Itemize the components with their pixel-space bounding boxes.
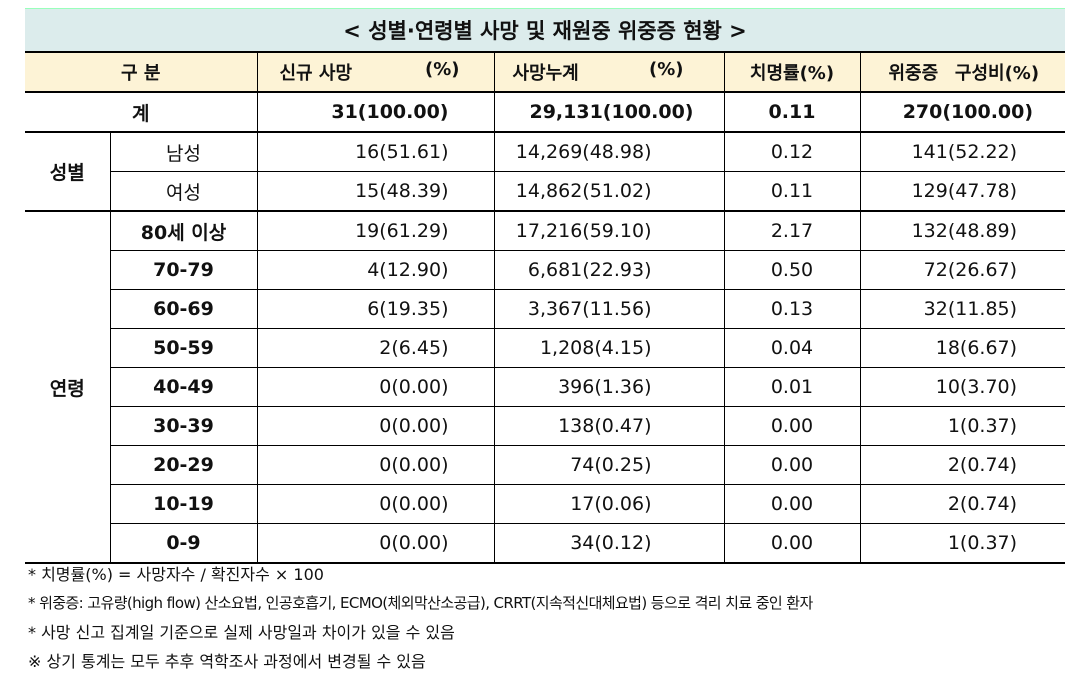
cell-fatality: 0.00 [723, 523, 860, 564]
cell-fatality: 0.11 [723, 171, 860, 211]
cell-fatality: 0.00 [723, 484, 860, 524]
table-row: 여성 15(48.39) 14,862(51.02) 0.11 129(47.7… [25, 171, 1066, 211]
cell-fatality: 0.00 [723, 445, 860, 485]
cell-cum: 17,216(59.10) [493, 210, 724, 251]
row-label: 70-79 [109, 250, 257, 290]
table-title: < 성별·연령별 사망 및 재원중 위중증 현황 > [25, 8, 1066, 53]
total-row: 계 31(100.00) 29,131(100.00) 0.11 270(100… [25, 92, 1066, 133]
row-label: 남성 [109, 132, 257, 172]
cell-new: 15(48.39) [256, 171, 494, 211]
cell-critical: 1(0.37) [859, 406, 1066, 446]
table-row: 30-39 0(0.00) 138(0.47) 0.00 1(0.37) [25, 406, 1066, 446]
header-new-death-label: 신규 사망 [279, 63, 353, 84]
cell-critical: 2(0.74) [859, 484, 1066, 524]
table-row: 50-59 2(6.45) 1,208(4.15) 0.04 18(6.67) [25, 328, 1066, 368]
header-critical: 위중증 구성비(%) [859, 52, 1066, 93]
row-label: 40-49 [109, 367, 257, 407]
total-fatality: 0.11 [723, 92, 860, 133]
cell-cum: 74(0.25) [493, 445, 724, 485]
note-critical-definition: * 위중증: 고유량(high flow) 산소요법, 인공호흡기, ECMO(… [28, 594, 813, 612]
cell-new: 0(0.00) [256, 406, 494, 446]
footnotes: * 치명률(%) = 사망자수 / 확진자수 × 100 * 위중증: 고유량(… [28, 560, 813, 676]
cell-fatality: 0.04 [723, 328, 860, 368]
table-row: 0-9 0(0.00) 34(0.12) 0.00 1(0.37) [25, 523, 1066, 564]
cell-new: 6(19.35) [256, 289, 494, 329]
row-label: 80세 이상 [109, 210, 257, 251]
total-new: 31(100.00) [256, 92, 494, 133]
cell-critical: 1(0.37) [859, 523, 1066, 564]
note-report-date: * 사망 신고 집계일 기준으로 실제 사망일과 차이가 있을 수 있음 [28, 623, 455, 642]
cell-fatality: 0.01 [723, 367, 860, 407]
header-cum-death-label: 사망누계 [512, 63, 579, 84]
cell-critical: 2(0.74) [859, 445, 1066, 485]
table-row: 10-19 0(0.00) 17(0.06) 0.00 2(0.74) [25, 484, 1066, 524]
header-critical-label: 위중증 [888, 63, 939, 84]
header-critical-ratio: 구성비(%) [954, 63, 1040, 84]
cell-cum: 138(0.47) [493, 406, 724, 446]
title-row: < 성별·연령별 사망 및 재원중 위중증 현황 > [25, 8, 1066, 53]
stats-table-container: < 성별·연령별 사망 및 재원중 위중증 현황 > 구 분 신규 사망 (%) … [25, 8, 1066, 564]
cell-new: 0(0.00) [256, 484, 494, 524]
cell-cum: 6,681(22.93) [493, 250, 724, 290]
cell-cum: 1,208(4.15) [493, 328, 724, 368]
table-row: 20-29 0(0.00) 74(0.25) 0.00 2(0.74) [25, 445, 1066, 485]
cell-new: 0(0.00) [256, 523, 494, 564]
cell-fatality: 0.12 [723, 132, 860, 172]
header-row: 구 분 신규 사망 (%) 사망누계 (%) 치명률(%) 위중증 구성비(%) [25, 52, 1066, 93]
row-label: 여성 [109, 171, 257, 211]
group-label-age: 연령 [25, 210, 110, 564]
row-label: 30-39 [109, 406, 257, 446]
cell-new: 0(0.00) [256, 445, 494, 485]
header-cum-pct: (%) [649, 59, 684, 80]
group-label-sex: 성별 [49, 162, 85, 184]
cell-new: 2(6.45) [256, 328, 494, 368]
header-cum-death: 사망누계 (%) [493, 52, 724, 93]
total-label: 계 [25, 92, 257, 133]
header-group: 구 분 [25, 52, 257, 93]
cell-cum: 14,269(48.98) [493, 132, 724, 172]
row-label: 20-29 [109, 445, 257, 485]
note-fatality-definition: * 치명률(%) = 사망자수 / 확진자수 × 100 [28, 565, 324, 584]
header-new-pct: (%) [425, 59, 460, 80]
cell-cum: 14,862(51.02) [493, 171, 724, 211]
row-label: 10-19 [109, 484, 257, 524]
cell-fatality: 0.13 [723, 289, 860, 329]
note-stats-change: ※ 상기 통계는 모두 추후 역학조사 과정에서 변경될 수 있음 [28, 652, 426, 671]
cell-new: 16(51.61) [256, 132, 494, 172]
cell-new: 4(12.90) [256, 250, 494, 290]
cell-critical: 129(47.78) [859, 171, 1066, 211]
cell-cum: 17(0.06) [493, 484, 724, 524]
total-critical: 270(100.00) [859, 92, 1066, 133]
table-row: 성별 남성 16(51.61) 14,269(48.98) 0.12 141(5… [25, 132, 1066, 184]
row-label: 60-69 [109, 289, 257, 329]
cell-critical: 32(11.85) [859, 289, 1066, 329]
header-new-death: 신규 사망 (%) [256, 52, 494, 93]
table-row: 70-79 4(12.90) 6,681(22.93) 0.50 72(26.6… [25, 250, 1066, 290]
table-row: 40-49 0(0.00) 396(1.36) 0.01 10(3.70) [25, 367, 1066, 407]
table-row: 60-69 6(19.35) 3,367(11.56) 0.13 32(11.8… [25, 289, 1066, 329]
cell-critical: 10(3.70) [859, 367, 1066, 407]
cell-fatality: 0.00 [723, 406, 860, 446]
cell-new: 0(0.00) [256, 367, 494, 407]
cell-fatality: 2.17 [723, 210, 860, 251]
cell-cum: 3,367(11.56) [493, 289, 724, 329]
cell-cum: 34(0.12) [493, 523, 724, 564]
cell-critical: 18(6.67) [859, 328, 1066, 368]
cell-critical: 132(48.89) [859, 210, 1066, 251]
cell-critical: 72(26.67) [859, 250, 1066, 290]
cell-new: 19(61.29) [256, 210, 494, 251]
row-label: 50-59 [109, 328, 257, 368]
total-cum: 29,131(100.00) [493, 92, 724, 133]
row-label: 0-9 [109, 523, 257, 564]
cell-cum: 396(1.36) [493, 367, 724, 407]
death-critical-table: < 성별·연령별 사망 및 재원중 위중증 현황 > 구 분 신규 사망 (%) … [25, 8, 1066, 564]
cell-critical: 141(52.22) [859, 132, 1066, 172]
table-row: 연령 80세 이상 19(61.29) 17,216(59.10) 2.17 1… [25, 210, 1066, 564]
header-fatality: 치명률(%) [723, 52, 860, 93]
cell-fatality: 0.50 [723, 250, 860, 290]
